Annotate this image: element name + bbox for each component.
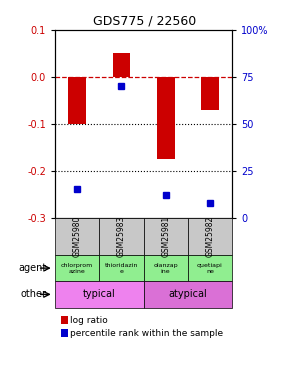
- Text: agent: agent: [18, 263, 46, 273]
- Bar: [157, 77, 175, 159]
- Bar: [113, 54, 130, 77]
- Text: GSM25981: GSM25981: [161, 216, 170, 257]
- Text: GSM25980: GSM25980: [73, 216, 82, 257]
- Text: GDS775 / 22560: GDS775 / 22560: [93, 14, 197, 27]
- Text: GSM25982: GSM25982: [205, 216, 214, 257]
- Text: log ratio: log ratio: [70, 316, 108, 325]
- Text: percentile rank within the sample: percentile rank within the sample: [70, 329, 223, 338]
- Text: quetiapi
ne: quetiapi ne: [197, 263, 223, 273]
- Text: atypical: atypical: [168, 290, 207, 299]
- Text: thioridazin
e: thioridazin e: [105, 263, 138, 273]
- Bar: [68, 77, 86, 124]
- Text: GSM25983: GSM25983: [117, 216, 126, 257]
- Text: olanzap
ine: olanzap ine: [153, 263, 178, 273]
- Text: typical: typical: [83, 290, 116, 299]
- Text: other: other: [20, 290, 46, 299]
- Text: chlorprom
azine: chlorprom azine: [61, 263, 93, 273]
- Bar: [201, 77, 219, 110]
